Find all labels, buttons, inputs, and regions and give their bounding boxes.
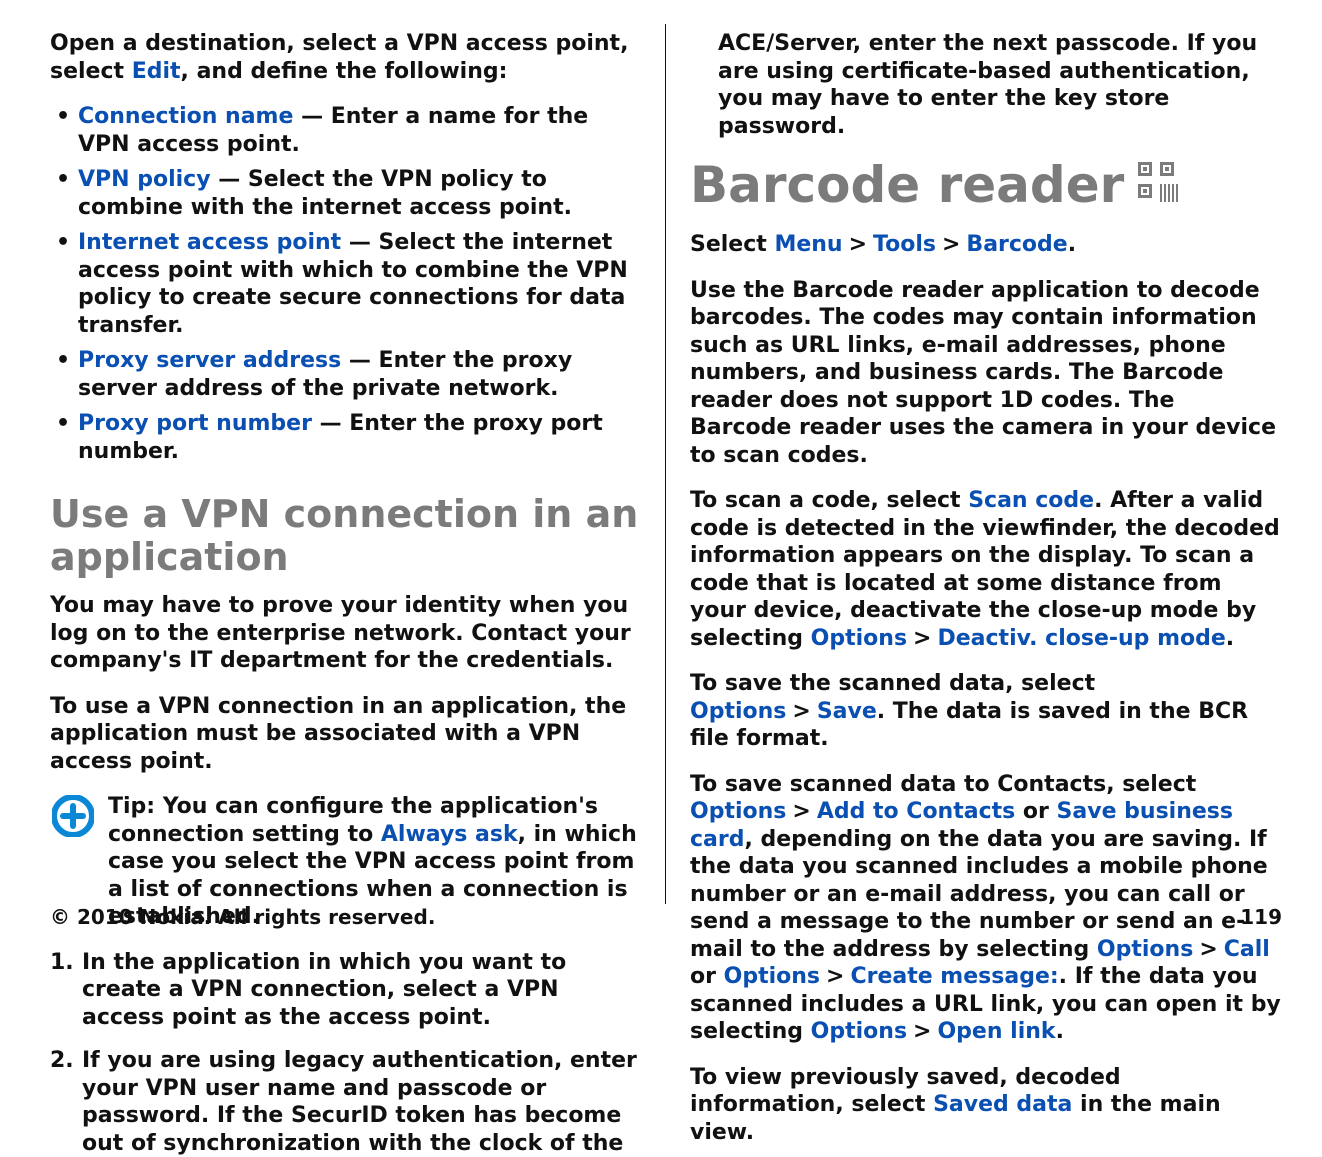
right-column: ACE/Server, enter the next passcode. If …	[666, 24, 1282, 904]
vpn-steps: 1. In the application in which you want …	[50, 949, 641, 1157]
qrcode-icon	[1138, 158, 1178, 213]
nav-separator: >	[907, 626, 937, 651]
tip-label: Tip:	[108, 794, 155, 819]
tip-icon	[52, 795, 94, 845]
open-link-term: Open link	[937, 1019, 1055, 1044]
options-term: Options	[690, 699, 786, 724]
vpn-app-paragraph-2: To use a VPN connection in an applicatio…	[50, 693, 641, 776]
options-term: Options	[811, 1019, 907, 1044]
nav-separator: >	[843, 232, 873, 257]
edit-term: Edit	[132, 59, 181, 84]
intro-text-after: , and define the following:	[181, 59, 508, 84]
left-column: Open a destination, select a VPN access …	[50, 24, 666, 904]
scan-code-term: Scan code	[968, 488, 1094, 513]
list-item: Proxy port number — Enter the proxy port…	[78, 410, 641, 465]
copyright-text: © 2010 Nokia. All rights reserved.	[50, 905, 435, 930]
add-to-contacts-term: Add to Contacts	[817, 799, 1015, 824]
page-number: 119	[1240, 905, 1282, 930]
step-item: 2. If you are using legacy authenticatio…	[50, 1047, 641, 1157]
two-column-layout: Open a destination, select a VPN access …	[50, 24, 1282, 904]
options-term: Options	[690, 799, 786, 824]
scan-period: .	[1226, 626, 1234, 651]
barcode-intro-paragraph: Use the Barcode reader application to de…	[690, 277, 1282, 470]
create-message-term: Create message:	[850, 964, 1058, 989]
scan-before: To scan a code, select	[690, 488, 968, 513]
list-item: Proxy server address — Enter the proxy s…	[78, 347, 641, 402]
saved-data-paragraph: To view previously saved, decoded inform…	[690, 1064, 1282, 1147]
internet-access-point-term: Internet access point	[78, 230, 341, 255]
contacts-period: .	[1056, 1019, 1064, 1044]
saved-data-term: Saved data	[933, 1092, 1072, 1117]
continuation-paragraph: ACE/Server, enter the next passcode. If …	[690, 30, 1282, 140]
nav-select-text: Select	[690, 232, 774, 257]
step-text: In the application in which you want to …	[82, 950, 566, 1030]
options-term: Options	[1097, 937, 1193, 962]
scan-code-paragraph: To scan a code, select Scan code. After …	[690, 487, 1282, 652]
step-item: 1. In the application in which you want …	[50, 949, 641, 1032]
call-term: Call	[1224, 937, 1270, 962]
proxy-port-number-term: Proxy port number	[78, 411, 312, 436]
options-term: Options	[724, 964, 820, 989]
step-text: If you are using legacy authentication, …	[82, 1048, 637, 1156]
always-ask-term: Always ask	[381, 822, 518, 847]
heading-text: Barcode reader	[690, 158, 1124, 213]
connection-name-term: Connection name	[78, 104, 293, 129]
options-term: Options	[811, 626, 907, 651]
nav-separator: >	[1193, 937, 1223, 962]
contacts-before: To save scanned data to Contacts, select	[690, 772, 1196, 797]
list-item: Internet access point — Select the inter…	[78, 229, 641, 339]
vpn-app-paragraph-1: You may have to prove your identity when…	[50, 592, 641, 675]
nav-separator: >	[786, 699, 816, 724]
nav-separator: >	[936, 232, 966, 257]
nav-separator: >	[820, 964, 850, 989]
page-footer: © 2010 Nokia. All rights reserved. 119	[50, 905, 1282, 930]
list-item: VPN policy — Select the VPN policy to co…	[78, 166, 641, 221]
save-data-paragraph: To save the scanned data, select Options…	[690, 670, 1282, 753]
step-number: 2.	[50, 1047, 74, 1075]
menu-term: Menu	[774, 232, 842, 257]
section-heading-vpn-app: Use a VPN connection in an application	[50, 493, 641, 578]
page: Open a destination, select a VPN access …	[0, 0, 1322, 954]
contacts-or2: or	[690, 964, 724, 989]
vpn-settings-list: Connection name — Enter a name for the V…	[50, 103, 641, 465]
contacts-or: or	[1015, 799, 1056, 824]
deactiv-closeup-term: Deactiv. close-up mode	[937, 626, 1225, 651]
vpn-policy-term: VPN policy	[78, 167, 211, 192]
nav-period: .	[1068, 232, 1076, 257]
barcode-term: Barcode	[966, 232, 1067, 257]
step-number: 1.	[50, 949, 74, 977]
list-item: Connection name — Enter a name for the V…	[78, 103, 641, 158]
section-heading-barcode: Barcode reader	[690, 158, 1282, 213]
save-term: Save	[817, 699, 877, 724]
save-before: To save the scanned data, select	[690, 671, 1095, 696]
nav-separator: >	[786, 799, 816, 824]
barcode-nav-paragraph: Select Menu>Tools>Barcode.	[690, 231, 1282, 259]
tools-term: Tools	[873, 232, 936, 257]
proxy-server-address-term: Proxy server address	[78, 348, 341, 373]
nav-separator: >	[907, 1019, 937, 1044]
intro-paragraph: Open a destination, select a VPN access …	[50, 30, 641, 85]
